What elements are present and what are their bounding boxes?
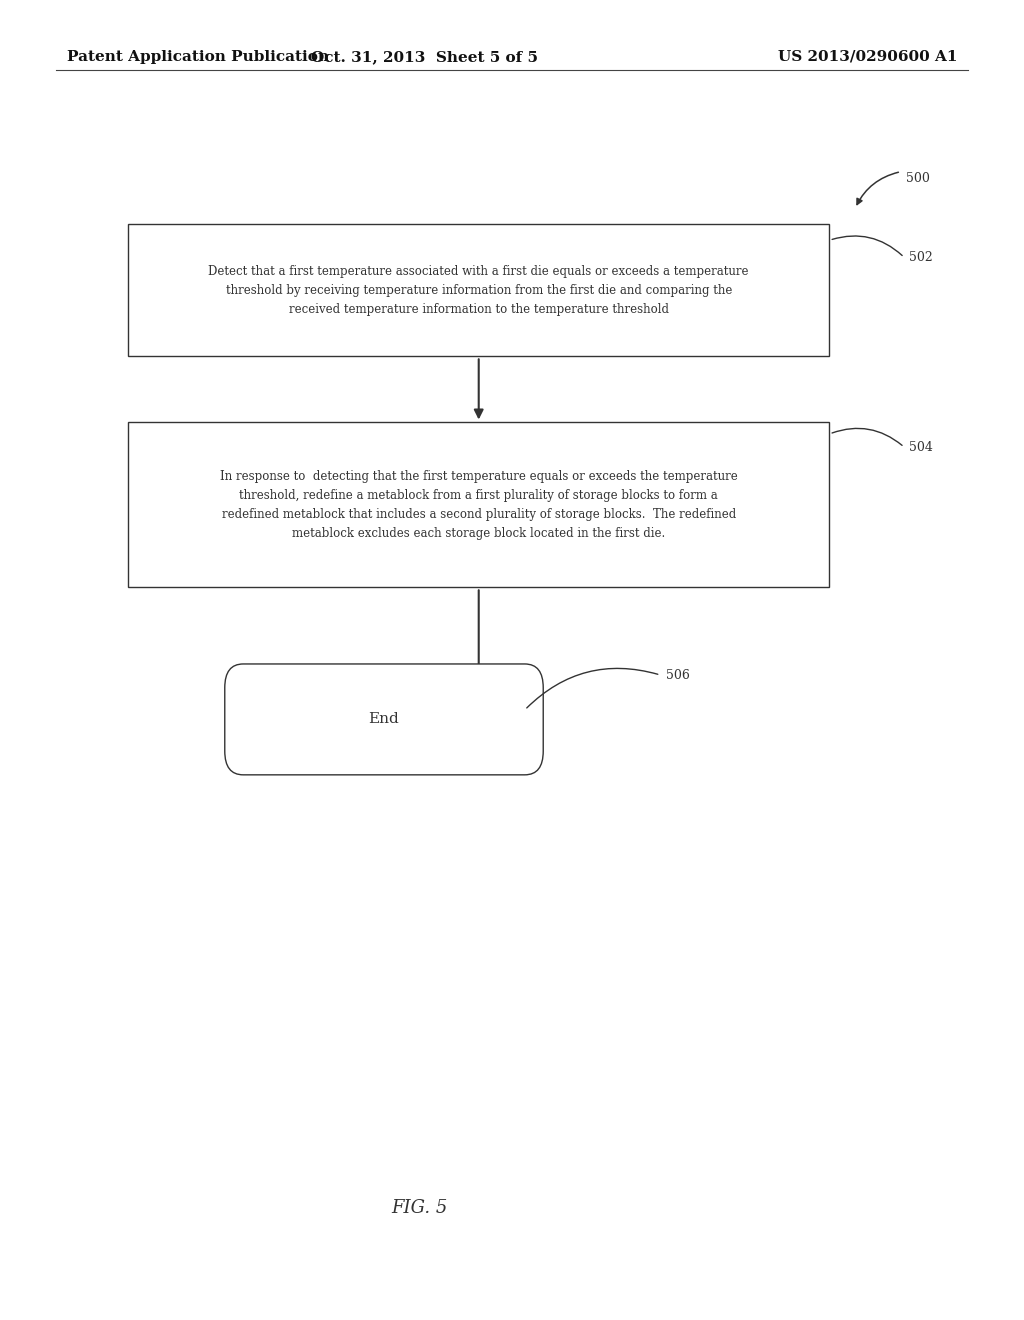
FancyBboxPatch shape [225, 664, 543, 775]
Text: Patent Application Publication: Patent Application Publication [67, 50, 329, 63]
Text: US 2013/0290600 A1: US 2013/0290600 A1 [778, 50, 957, 63]
Text: In response to  detecting that the first temperature equals or exceeds the tempe: In response to detecting that the first … [220, 470, 737, 540]
Text: Detect that a first temperature associated with a first die equals or exceeds a : Detect that a first temperature associat… [209, 265, 749, 315]
FancyBboxPatch shape [128, 422, 829, 587]
Text: FIG. 5: FIG. 5 [391, 1199, 449, 1217]
FancyBboxPatch shape [128, 224, 829, 356]
Text: End: End [369, 713, 399, 726]
Text: 504: 504 [909, 441, 933, 454]
Text: Oct. 31, 2013  Sheet 5 of 5: Oct. 31, 2013 Sheet 5 of 5 [311, 50, 539, 63]
Text: 506: 506 [666, 668, 689, 681]
Text: 500: 500 [906, 172, 930, 185]
Text: 502: 502 [909, 251, 933, 264]
